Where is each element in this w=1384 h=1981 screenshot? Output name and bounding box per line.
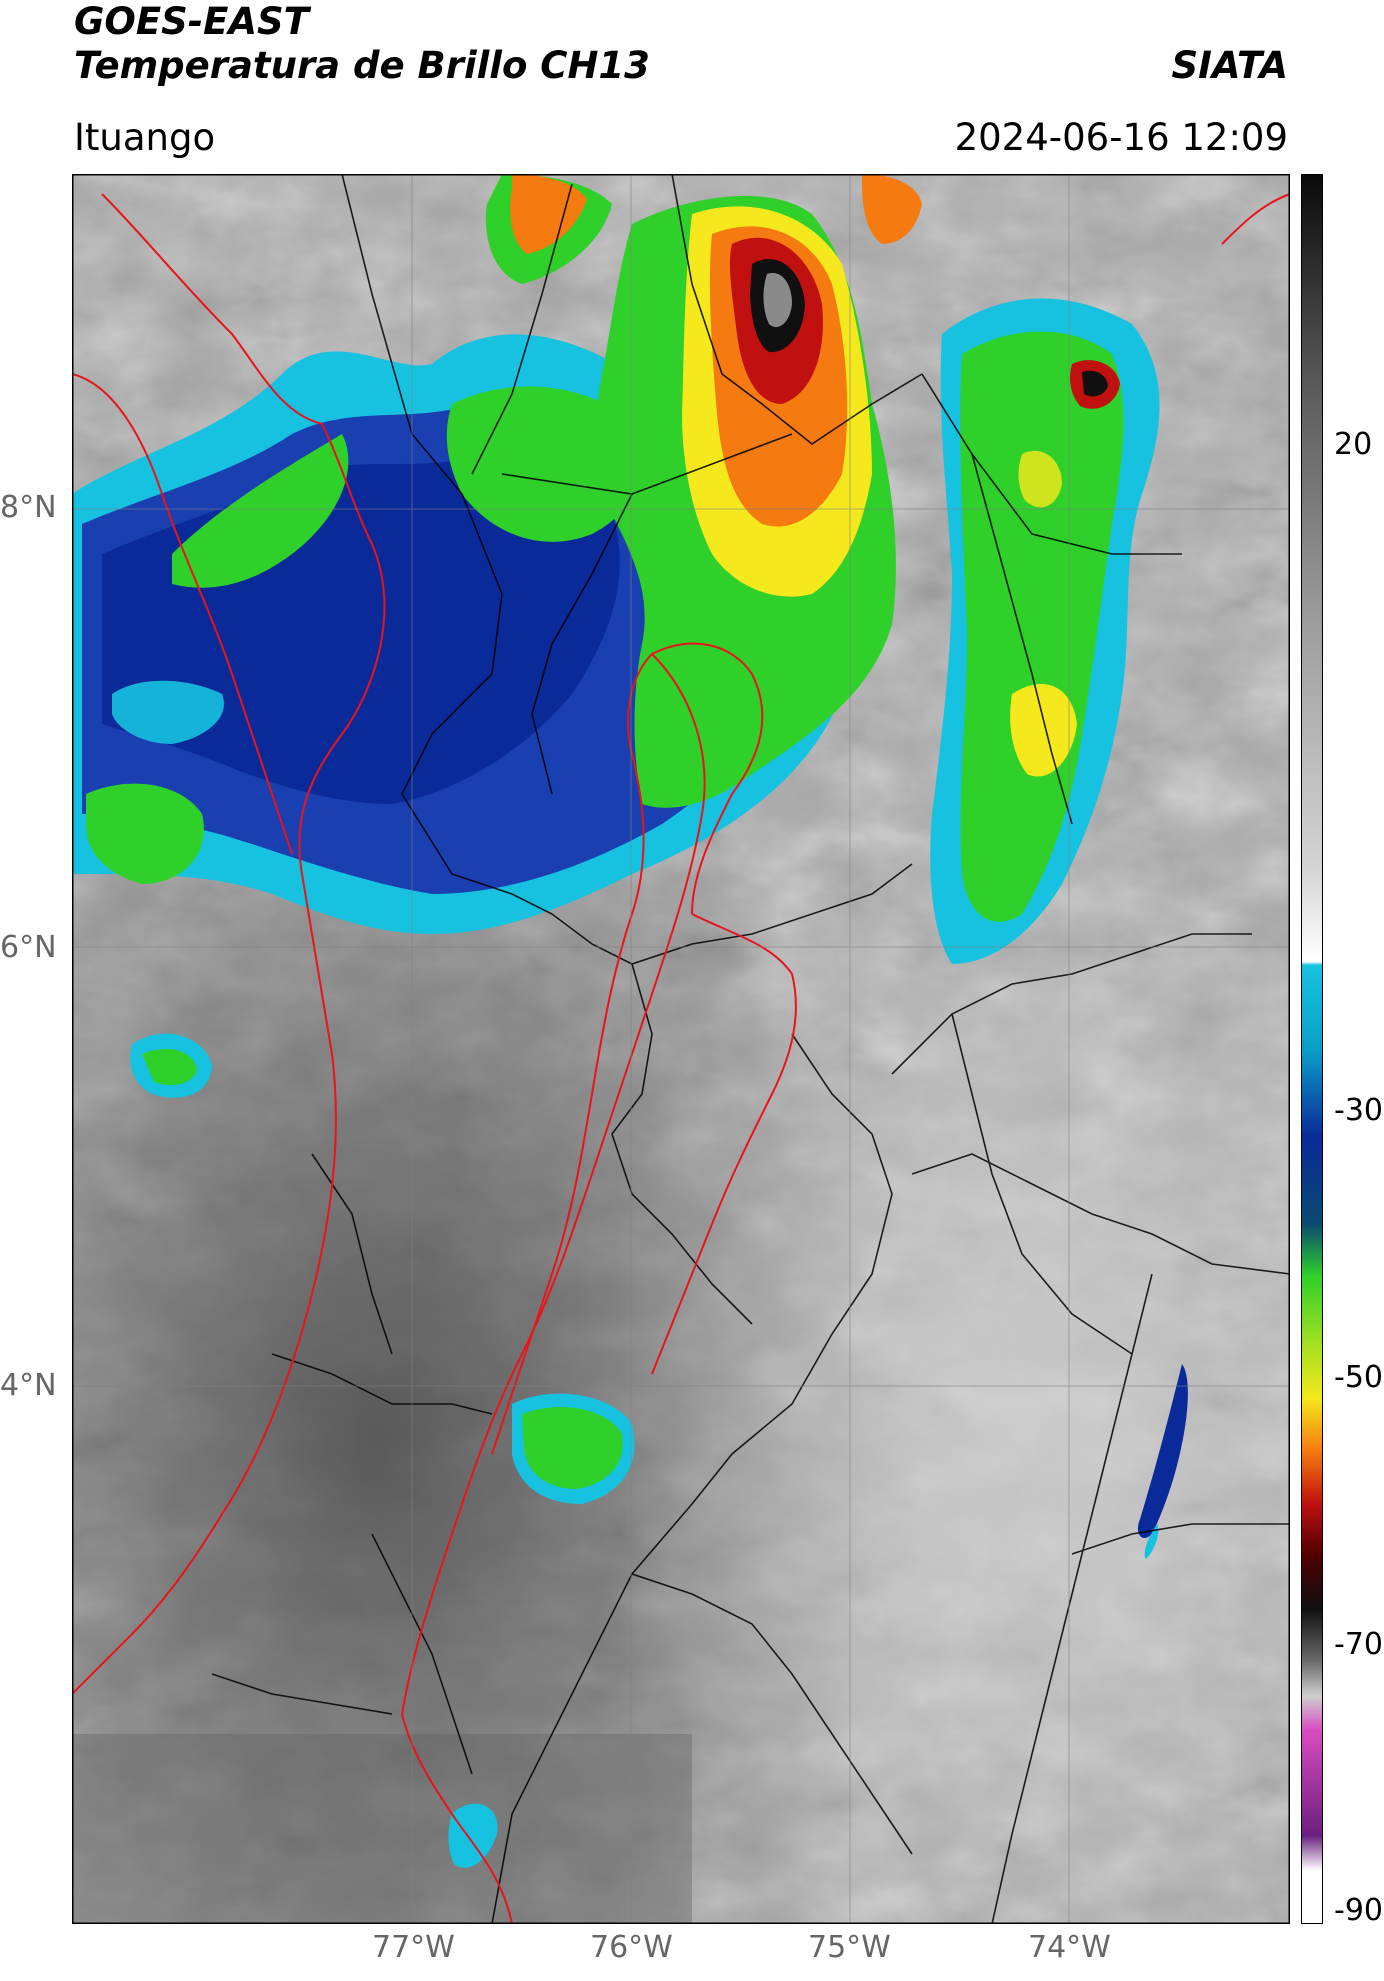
product-title: Temperatura de Brillo CH13 bbox=[74, 44, 650, 87]
datetime-label: 2024-06-16 12:09 bbox=[954, 116, 1288, 159]
lon-label-76w: 76°W bbox=[590, 1930, 673, 1965]
lon-label-77w: 77°W bbox=[372, 1930, 455, 1965]
colorbar-tick-m30: -30 bbox=[1334, 1093, 1383, 1128]
satellite-map bbox=[72, 174, 1290, 1924]
convective-cloud-south bbox=[448, 1364, 1188, 1868]
region-outline bbox=[72, 193, 1290, 1924]
convective-core-north bbox=[485, 174, 922, 808]
lon-label-74w: 74°W bbox=[1028, 1930, 1111, 1965]
temperature-colorbar bbox=[1301, 174, 1323, 1924]
lat-label-4n: 4°N bbox=[0, 1368, 57, 1403]
convective-cloud-east bbox=[930, 298, 1160, 964]
location-label: Ituango bbox=[74, 116, 216, 159]
lat-label-8n: 8°N bbox=[0, 490, 57, 525]
gridlines bbox=[72, 174, 1290, 1924]
colorbar-tick-m70: -70 bbox=[1334, 1627, 1383, 1662]
lon-label-75w: 75°W bbox=[808, 1930, 891, 1965]
colorbar-tick-m90: -90 bbox=[1334, 1893, 1383, 1928]
colorbar-tick-m50: -50 bbox=[1334, 1360, 1383, 1395]
satellite-title: GOES-EAST bbox=[74, 0, 309, 43]
lat-label-6n: 6°N bbox=[0, 930, 57, 965]
department-boundaries bbox=[211, 174, 1290, 1924]
organization-label: SIATA bbox=[1171, 44, 1288, 87]
map-border bbox=[72, 174, 1290, 1924]
colorbar-tick-20: 20 bbox=[1334, 427, 1373, 462]
